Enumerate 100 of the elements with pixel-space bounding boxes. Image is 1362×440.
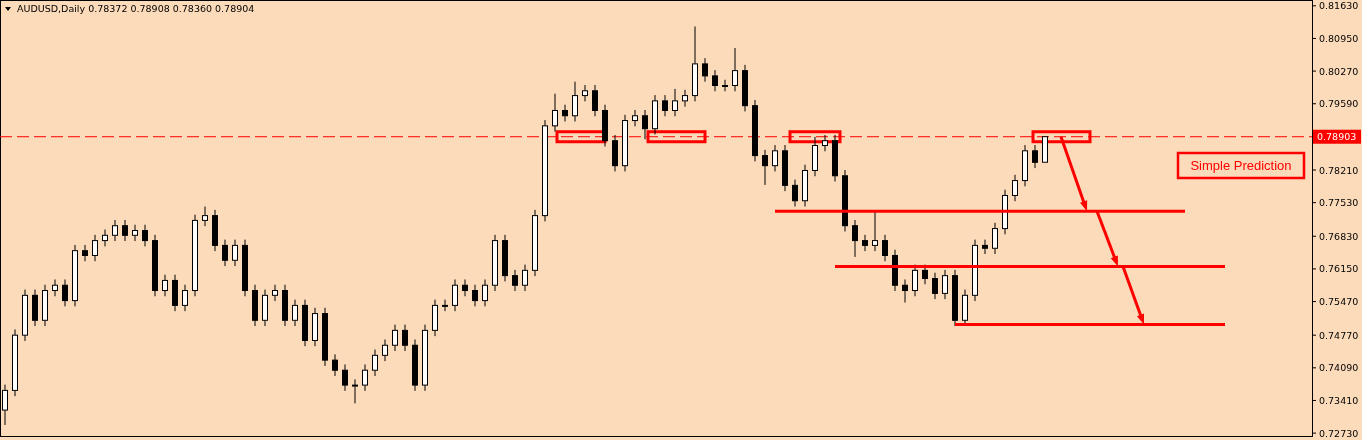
candlestick xyxy=(812,136,818,177)
candlestick xyxy=(202,206,208,227)
candlestick xyxy=(312,307,318,347)
candlestick xyxy=(22,289,28,342)
candlestick xyxy=(392,324,398,352)
candlestick xyxy=(742,64,748,112)
candlestick xyxy=(682,89,688,108)
candlestick xyxy=(632,109,638,127)
candlestick xyxy=(802,164,808,207)
y-tick-label: 0.81630 xyxy=(1319,0,1359,12)
candlestick xyxy=(612,134,618,172)
candlestick xyxy=(192,214,198,297)
candlestick xyxy=(592,84,598,117)
chart-title: AUDUSD,Daily 0.78372 0.78908 0.78360 0.78904 xyxy=(17,3,255,14)
candlestick xyxy=(12,328,18,397)
candlestick xyxy=(772,144,778,172)
candlestick xyxy=(472,284,478,307)
y-tick-label: 0.74770 xyxy=(1319,329,1359,341)
candlestick xyxy=(52,278,58,297)
y-tick-label: 0.76150 xyxy=(1319,263,1359,275)
candlestick xyxy=(232,239,238,267)
candlestick xyxy=(492,234,498,292)
candlestick xyxy=(72,244,78,307)
candlestick xyxy=(652,94,658,135)
y-tick-label: 0.73410 xyxy=(1319,394,1359,406)
candlestick xyxy=(42,284,48,327)
candlestick xyxy=(432,299,438,337)
candlestick xyxy=(222,239,228,267)
candlestick xyxy=(1012,174,1018,202)
candlestick xyxy=(32,289,38,327)
candlestick xyxy=(672,88,678,117)
candlestick xyxy=(1032,144,1038,169)
candlestick xyxy=(422,324,428,392)
candlestick xyxy=(402,324,408,352)
candlestick xyxy=(302,299,308,347)
candlestick xyxy=(572,81,578,123)
candlestick xyxy=(932,272,938,300)
candlestick xyxy=(972,239,978,302)
candlestick xyxy=(522,264,528,292)
candlestick xyxy=(142,224,148,247)
candlestick xyxy=(782,144,788,192)
candlestick xyxy=(602,104,608,147)
candlestick xyxy=(342,363,348,392)
candlestick xyxy=(952,269,958,327)
y-tick-label: 0.80270 xyxy=(1319,65,1359,77)
candlestick xyxy=(82,244,88,262)
candlestick xyxy=(1022,144,1028,187)
y-tick-label: 0.77530 xyxy=(1319,197,1359,209)
candlestick xyxy=(382,338,388,362)
candlestick xyxy=(822,134,828,152)
candlestick xyxy=(182,284,188,312)
candlestick xyxy=(102,229,108,247)
candlestick xyxy=(212,209,218,252)
candlestick xyxy=(1002,189,1008,235)
candlestick xyxy=(942,269,948,300)
candlestick xyxy=(112,219,118,242)
candlestick xyxy=(642,109,648,140)
candlestick xyxy=(582,84,588,102)
y-tick-label: 0.79590 xyxy=(1319,98,1359,110)
candlestick xyxy=(332,353,338,377)
candlestick xyxy=(992,222,998,255)
candlestick xyxy=(552,93,558,133)
ref-line-label: 0.78903 xyxy=(1317,131,1357,143)
candlestick xyxy=(702,57,708,83)
candlestick xyxy=(832,134,838,183)
y-tick-label: 0.78210 xyxy=(1319,164,1359,176)
candlestick xyxy=(242,239,248,297)
candlestick xyxy=(902,278,908,304)
candlestick xyxy=(362,363,368,392)
candlestick xyxy=(872,210,878,252)
y-tick-label: 0.76830 xyxy=(1319,230,1359,242)
candlestick xyxy=(762,149,768,186)
candlestick xyxy=(982,239,988,255)
candlestick xyxy=(292,299,298,327)
candlestick xyxy=(792,179,798,207)
candlestick xyxy=(152,234,158,297)
candlestick xyxy=(62,278,68,307)
candlestick xyxy=(532,209,538,277)
candlestick xyxy=(412,338,418,392)
candlestick xyxy=(462,278,468,297)
candlestick xyxy=(92,234,98,262)
candlestick xyxy=(252,284,258,327)
candlestick xyxy=(442,299,448,312)
y-tick-label: 0.72730 xyxy=(1319,427,1359,439)
candlestick xyxy=(862,234,868,252)
candlestick xyxy=(892,249,898,292)
candlestick xyxy=(162,274,168,297)
candlestick xyxy=(752,99,758,162)
candlestick xyxy=(372,349,378,377)
y-tick-label: 0.74090 xyxy=(1319,362,1359,374)
candlestick xyxy=(562,104,568,123)
candlestick xyxy=(502,234,508,282)
candlestick xyxy=(882,234,888,262)
candlestick xyxy=(622,114,628,172)
candlestick xyxy=(512,269,518,292)
candlestick xyxy=(172,274,178,312)
candlestick xyxy=(352,378,358,404)
candlestick xyxy=(712,69,718,92)
candlestick xyxy=(262,289,268,327)
y-tick-label: 0.75470 xyxy=(1319,296,1359,308)
